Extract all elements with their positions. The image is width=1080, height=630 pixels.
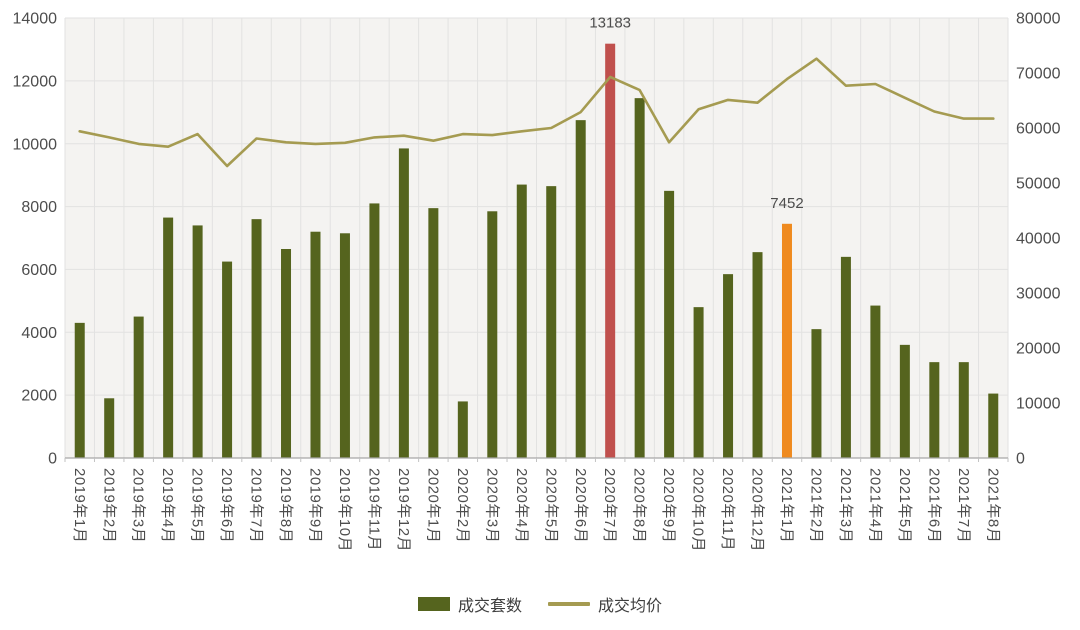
bar [281,249,292,458]
bar [428,208,439,458]
y-axis-tick-label: 4000 [21,325,57,342]
y2-axis-tick-label: 70000 [1016,66,1061,83]
y2-axis-tick-label: 0 [1016,451,1025,468]
bar [310,231,321,458]
x-axis-tick-label: 2020年1月 [424,468,441,543]
bar [398,148,409,458]
bar [752,252,763,458]
bar [634,98,645,459]
bar [575,120,586,459]
y2-axis-tick-label: 50000 [1016,176,1061,193]
bar [811,329,822,458]
bar [487,211,498,458]
bar [546,186,557,458]
y2-axis-tick-label: 10000 [1016,396,1061,413]
y-axis-tick-label: 6000 [21,262,57,279]
x-axis-tick-label: 2020年11月 [719,468,736,551]
bar-value-annotation: 7452 [770,195,803,212]
legend-item-volume: 成交套数 [417,592,522,616]
x-axis-tick-label: 2019年12月 [395,468,412,552]
y2-axis-tick-label: 80000 [1016,11,1061,28]
bar [104,398,115,458]
y2-axis-tick-label: 20000 [1016,341,1061,358]
bar-value-annotation: 13183 [589,15,631,32]
price-line [78,57,995,168]
bar [899,344,910,458]
x-axis-tick-label: 2021年2月 [808,468,825,543]
bar [369,203,380,458]
x-axis-tick-label: 2019年3月 [130,468,147,543]
x-axis-tick-label: 2021年3月 [837,468,854,543]
x-axis-tick-label: 2020年5月 [542,468,559,543]
x-axis-tick-label: 2021年8月 [984,468,1001,543]
x-axis-tick-label: 2020年10月 [690,468,707,552]
x-axis-tick-label: 2020年6月 [572,468,589,543]
x-axis-tick-label: 2021年6月 [925,468,942,543]
y-axis-tick-label: 0 [48,451,57,468]
chart-legend: 成交套数 成交均价 [0,584,1080,624]
bar [163,217,174,458]
bar [664,190,675,458]
x-axis-tick-label: 2019年9月 [307,468,324,543]
x-axis-tick-label: 2020年3月 [483,468,500,543]
bar [958,362,969,458]
x-axis-tick-label: 2020年2月 [454,468,471,543]
bar [781,223,792,458]
x-axis-tick-label: 2020年9月 [660,468,677,543]
x-axis-tick-label: 2020年7月 [601,468,618,543]
bar [723,274,734,458]
bar [222,261,233,458]
y2-axis-tick-label: 30000 [1016,286,1061,303]
x-axis-tick-label: 2019年11月 [365,468,382,551]
bar [192,225,203,458]
x-axis-tick-label: 2021年5月 [896,468,913,543]
y-axis-tick-label: 8000 [21,199,57,216]
bar [251,219,262,458]
x-axis-tick-label: 2019年2月 [100,468,117,543]
y2-axis-tick-label: 60000 [1016,121,1061,138]
x-axis-tick-label: 2020年4月 [513,468,530,543]
x-axis-tick-label: 2021年1月 [778,468,795,543]
x-axis-tick-label: 2019年1月 [71,468,88,543]
bar [133,316,144,458]
legend-swatch-bar-icon [417,597,450,611]
bar [74,322,85,458]
bar [840,256,851,458]
legend-swatch-line-icon [548,602,590,606]
y-axis-tick-label: 2000 [21,388,57,405]
bar [870,305,881,458]
y-axis-tick-label: 12000 [13,73,58,90]
y-axis-tick-label: 10000 [13,136,58,153]
x-axis-tick-label: 2021年7月 [955,468,972,543]
legend-item-price: 成交均价 [548,592,662,616]
bar [929,362,940,458]
legend-label-volume: 成交套数 [457,598,522,615]
bar [605,43,616,458]
x-axis-tick-label: 2019年7月 [248,468,265,543]
y2-axis-tick-label: 40000 [1016,231,1061,248]
x-axis-tick-label: 2019年6月 [218,468,235,543]
y-axis-tick-label: 14000 [13,11,58,28]
x-axis-tick-label: 2020年12月 [749,468,766,552]
x-axis-tick-label: 2019年5月 [189,468,206,543]
x-axis-tick-label: 2019年8月 [277,468,294,543]
x-axis-tick-label: 2021年4月 [866,468,883,543]
legend-label-price: 成交均价 [598,598,663,615]
x-axis-tick-label: 2020年8月 [631,468,648,543]
bar [516,184,527,459]
chart-canvas: 0 2000 4000 6000 8000 10000 12000 14000 0 10000 20… [13,11,1061,552]
x-axis-tick-label: 2019年10月 [336,468,353,552]
bar [339,233,350,458]
bar [988,393,999,458]
bar [693,307,704,458]
x-axis-tick-label: 2019年4月 [159,468,176,543]
bar [457,401,468,458]
